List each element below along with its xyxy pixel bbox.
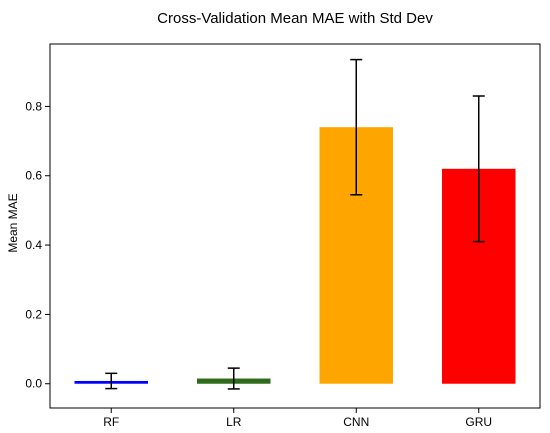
x-tick-label: RF: [103, 415, 119, 429]
x-tick-label: CNN: [343, 415, 369, 429]
y-tick-label: 0.4: [25, 238, 42, 252]
y-axis-ticks: 0.0 0.2 0.4 0.6 0.8: [25, 99, 50, 391]
y-tick-label: 0.8: [25, 99, 42, 113]
error-bars-group: [105, 58, 485, 390]
x-tick-label: GRU: [465, 415, 492, 429]
x-axis-ticks: RF LR CNN GRU: [103, 408, 492, 429]
x-tick-label: LR: [226, 415, 242, 429]
bars-group: [74, 127, 516, 384]
y-axis-label: Mean MAE: [6, 193, 20, 252]
y-tick-label: 0.0: [25, 377, 42, 391]
chart-title: Cross-Validation Mean MAE with Std Dev: [157, 10, 433, 27]
y-tick-label: 0.2: [25, 307, 42, 321]
plot-frame: [49, 43, 541, 409]
y-tick-label: 0.6: [25, 169, 42, 183]
